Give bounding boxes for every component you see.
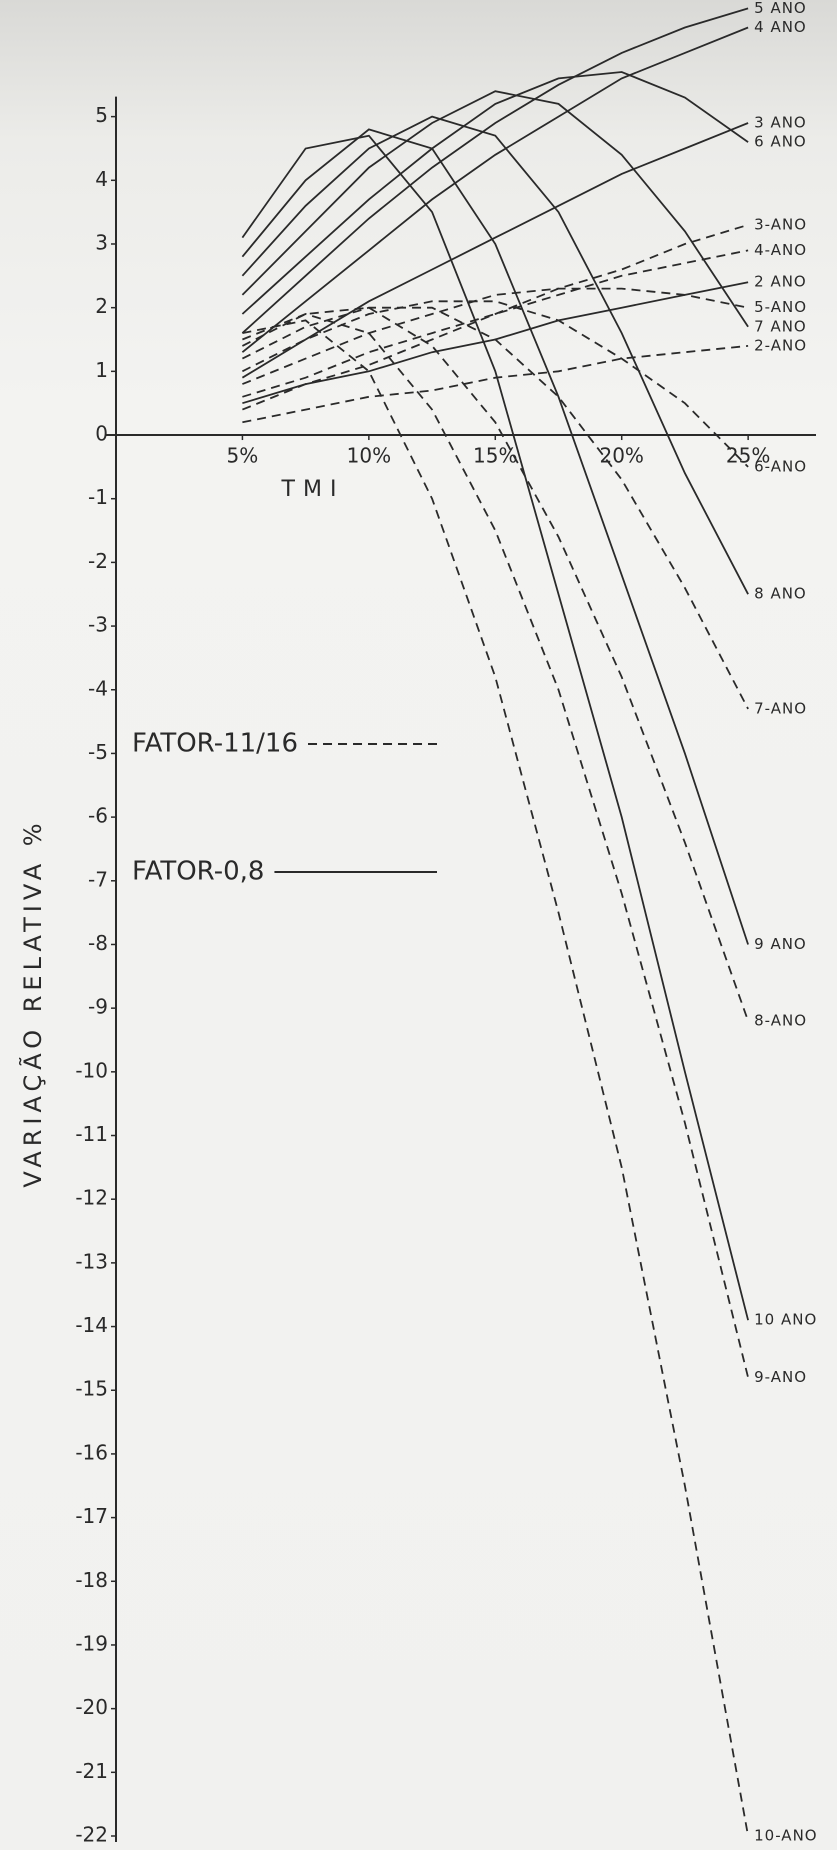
y-tick-label: -6 — [88, 804, 108, 828]
y-tick-label: 4 — [95, 167, 108, 191]
series-label: 2-ANO — [754, 336, 807, 354]
y-tick-label: 3 — [95, 230, 108, 254]
legend-label: FATOR-0,8 — [132, 857, 264, 887]
series-label: 3-ANO — [754, 215, 807, 233]
series-label: 8-ANO — [754, 1011, 807, 1029]
series-line — [241, 26, 749, 353]
x-axis-label: TMI — [281, 477, 345, 502]
series-label: 6 ANO — [754, 133, 807, 151]
y-tick-label: -18 — [75, 1568, 108, 1592]
series-label: 8 ANO — [754, 585, 807, 603]
y-tick-label: -9 — [88, 995, 108, 1019]
y-tick-label: -13 — [75, 1249, 108, 1273]
series-line — [241, 128, 749, 945]
y-tick-label: -21 — [75, 1759, 108, 1783]
series-label: 6-ANO — [754, 457, 807, 475]
series-label: 10 ANO — [754, 1311, 817, 1329]
y-tick-label: -4 — [88, 676, 108, 700]
series-label: 10-ANO — [754, 1827, 817, 1845]
y-tick-label: -14 — [75, 1313, 108, 1337]
series-line — [241, 134, 749, 1321]
y-axis-label: VARIAÇÃO RELATIVA % — [17, 818, 47, 1187]
series-label: 9 ANO — [754, 935, 807, 953]
series-line — [241, 300, 749, 468]
series-label: 2 ANO — [754, 273, 807, 291]
series-line — [242, 224, 749, 411]
series-label: 5-ANO — [754, 298, 807, 316]
y-tick-label: -20 — [75, 1695, 108, 1719]
series-label: 5 ANO — [754, 0, 807, 17]
series-label: 4-ANO — [754, 241, 807, 259]
series-line — [241, 71, 749, 315]
series-label: 9-ANO — [754, 1368, 807, 1386]
y-tick-label: -16 — [75, 1440, 108, 1464]
y-tick-label: -7 — [88, 867, 108, 891]
series-label: 3 ANO — [754, 113, 807, 131]
series-line — [242, 319, 749, 1837]
series-line — [241, 122, 749, 379]
series-line — [242, 313, 749, 1378]
y-tick-label: 1 — [95, 358, 108, 382]
series-line — [241, 7, 749, 334]
x-tick-label: 25% — [726, 444, 770, 468]
legend-label: FATOR-11/16 — [132, 729, 298, 759]
y-tick-label: 0 — [95, 422, 108, 446]
y-tick-label: -22 — [75, 1823, 108, 1847]
y-tick-label: -12 — [75, 1186, 108, 1210]
series-line — [241, 306, 749, 1022]
series-line — [242, 287, 749, 385]
y-tick-label: -3 — [88, 613, 108, 637]
x-tick-label: 20% — [599, 444, 643, 468]
y-tick-label: -15 — [75, 1377, 108, 1401]
series-label: 7 ANO — [754, 317, 807, 335]
series-label: 4 ANO — [754, 18, 807, 36]
series-line — [241, 90, 749, 328]
x-tick-label: 15% — [473, 444, 517, 468]
series-line — [241, 306, 749, 710]
y-tick-label: -5 — [88, 740, 108, 764]
y-tick-label: -8 — [88, 931, 108, 955]
x-tick-label: 5% — [227, 444, 259, 468]
series-line — [242, 249, 749, 398]
series-line — [242, 345, 749, 424]
y-tick-label: -1 — [88, 485, 108, 509]
series-line — [241, 115, 749, 595]
x-tick-label: 10% — [347, 444, 391, 468]
series-line — [242, 281, 749, 405]
y-tick-label: -19 — [75, 1631, 108, 1655]
series-label: 7-ANO — [754, 699, 807, 717]
y-tick-label: -2 — [88, 549, 108, 573]
y-tick-label: 5 — [95, 103, 108, 127]
y-tick-label: -17 — [75, 1504, 108, 1528]
y-tick-label: -10 — [75, 1058, 108, 1082]
y-tick-label: 2 — [95, 294, 108, 318]
y-tick-label: -11 — [75, 1122, 108, 1146]
